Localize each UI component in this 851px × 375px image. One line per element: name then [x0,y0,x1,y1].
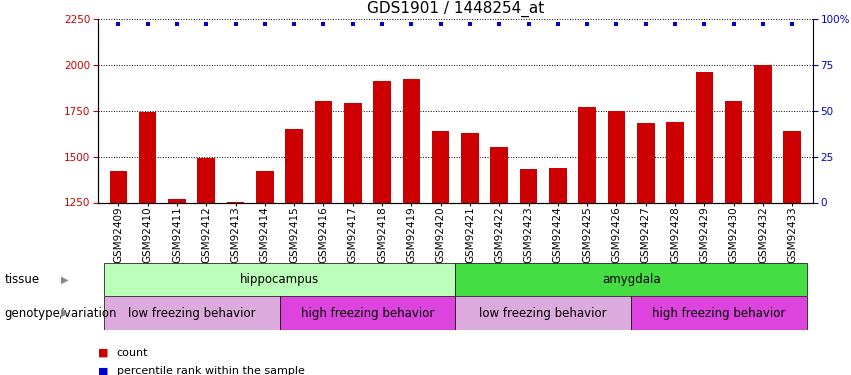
Title: GDS1901 / 1448254_at: GDS1901 / 1448254_at [367,1,544,17]
Text: low freezing behavior: low freezing behavior [479,307,607,320]
Bar [455,262,807,296]
Bar [431,131,449,203]
Bar [631,296,807,330]
Bar [695,72,713,202]
Bar [315,102,332,202]
Bar [549,168,567,202]
Bar [285,129,303,203]
Bar [256,171,274,202]
Text: ▶: ▶ [61,308,69,318]
Text: count: count [117,348,148,357]
Text: ▶: ▶ [61,274,69,284]
Bar [344,103,362,202]
Text: low freezing behavior: low freezing behavior [128,307,255,320]
Bar [168,199,186,202]
Bar [754,64,772,203]
Bar [461,133,479,202]
Text: amygdala: amygdala [602,273,660,286]
Bar [104,262,455,296]
Text: genotype/variation: genotype/variation [4,307,117,320]
Bar [784,131,801,203]
Bar [490,147,508,202]
Text: ■: ■ [98,366,108,375]
Bar [139,112,157,202]
Bar [666,122,684,202]
Bar [637,123,654,202]
Text: percentile rank within the sample: percentile rank within the sample [117,366,305,375]
Text: high freezing behavior: high freezing behavior [652,307,785,320]
Bar [579,107,596,202]
Bar [520,170,537,202]
Bar [110,171,127,202]
Bar [104,296,279,330]
Text: ■: ■ [98,348,108,357]
Bar [608,111,625,202]
Text: high freezing behavior: high freezing behavior [300,307,434,320]
Bar [197,158,215,203]
Bar [374,81,391,203]
Bar [403,80,420,203]
Text: tissue: tissue [4,273,39,286]
Text: hippocampus: hippocampus [240,273,319,286]
Bar [725,102,742,202]
Bar [455,296,631,330]
Bar [279,296,455,330]
